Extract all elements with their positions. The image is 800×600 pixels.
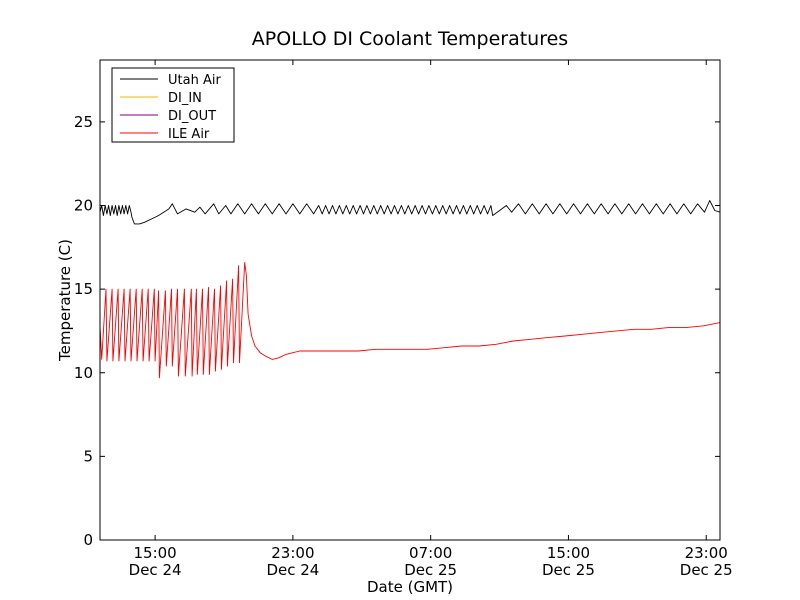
y-tick-label: 15 xyxy=(74,280,93,298)
legend: Utah Air DI_IN DI_OUT ILE Air xyxy=(111,67,235,143)
x-tick-date-label: Dec 25 xyxy=(680,561,733,579)
x-axis-label: Date (GMT) xyxy=(367,578,453,596)
legend-box xyxy=(111,67,235,143)
legend-label-di-out: DI_OUT xyxy=(168,109,216,124)
series-line-ile-air xyxy=(99,261,721,379)
y-axis-label: Temperature (C) xyxy=(56,239,74,362)
legend-label-di-in: DI_IN xyxy=(168,91,202,106)
series-layer xyxy=(99,200,721,379)
x-tick-time-label: 15:00 xyxy=(133,544,176,562)
chart-title: APOLLO DI Coolant Temperatures xyxy=(252,28,568,50)
x-tick-time-label: 07:00 xyxy=(409,544,452,562)
y-axis: 0 5 10 15 20 25 xyxy=(74,113,720,549)
x-tick-date-label: Dec 24 xyxy=(266,561,319,579)
x-tick-date-label: Dec 25 xyxy=(404,561,457,579)
y-tick-label: 0 xyxy=(83,531,93,549)
x-tick-time-label: 23:00 xyxy=(271,544,314,562)
x-tick-time-label: 15:00 xyxy=(547,544,590,562)
series-line-utah-air xyxy=(99,200,721,225)
y-tick-label: 25 xyxy=(74,113,93,131)
legend-label-utah-air: Utah Air xyxy=(168,73,221,88)
x-tick-date-label: Dec 24 xyxy=(129,561,182,579)
plot-frame xyxy=(99,59,721,541)
y-tick-label: 10 xyxy=(74,364,93,382)
x-tick-time-label: 23:00 xyxy=(685,544,728,562)
x-tick-date-label: Dec 25 xyxy=(542,561,595,579)
legend-label-ile-air: ILE Air xyxy=(168,127,210,142)
y-tick-label: 20 xyxy=(74,197,93,215)
y-tick-label: 5 xyxy=(83,447,93,465)
